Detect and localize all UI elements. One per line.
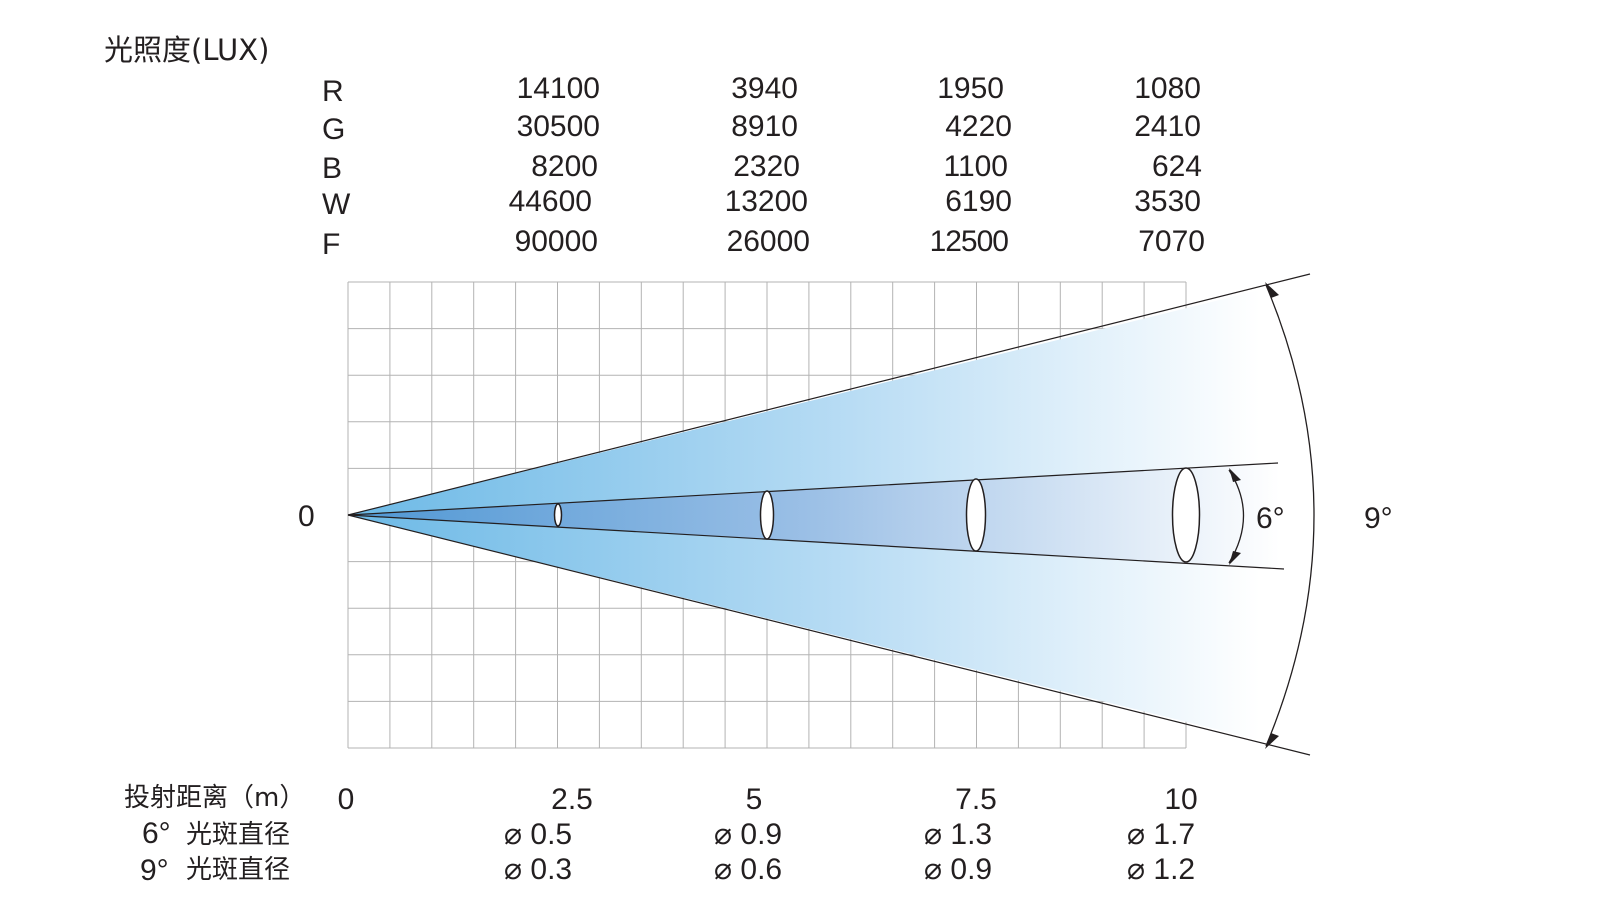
narrow-beam-lower-edge: [347, 514, 1285, 570]
lux-value: 3940: [731, 72, 798, 105]
distance-value: 10: [1164, 783, 1197, 816]
spot-row-6deg: 6° 光斑直径 ⌀ 0.5 ⌀ 0.9 ⌀ 1.3 ⌀ 1.7: [142, 817, 1195, 851]
wide-angle-label: 9°: [1364, 502, 1393, 535]
lux-value: 4220: [945, 110, 1012, 143]
spot-ellipse-2-5m: [553, 503, 563, 527]
origin-label: 0: [298, 500, 315, 533]
lux-value: 624: [1152, 150, 1202, 183]
narrow-beam-cone: [348, 463, 1284, 569]
lux-value: 1100: [943, 150, 1008, 183]
wide-beam-upper-edge: [347, 273, 1311, 516]
arrowhead: [1229, 551, 1241, 565]
distance-value: 2.5: [551, 783, 593, 816]
spot-row-label: 光斑直径: [186, 820, 290, 850]
lux-row-r: R 14100 3940 1950 1080: [322, 72, 1201, 108]
lux-value: 30500: [517, 110, 600, 143]
lux-value: 12500: [930, 225, 1009, 258]
lux-value: 26000: [727, 225, 810, 258]
arrowhead: [1265, 733, 1279, 749]
spot-diameter: ⌀ 1.7: [1127, 818, 1195, 851]
lux-row-label: F: [322, 228, 340, 261]
lux-value: 8910: [731, 110, 798, 143]
distance-row: 投射距离（m） 0 2.5 5 7.5 10: [124, 783, 1198, 816]
lux-row-w: W 44600 13200 6190 3530: [322, 185, 1201, 221]
distance-value: 5: [746, 783, 763, 816]
narrow-angle-arc: [1228, 468, 1245, 565]
lux-row-g: G 30500 8910 4220 2410: [322, 110, 1201, 146]
lux-value: 14100: [517, 72, 600, 105]
lux-row-b: B 8200 2320 1100 624: [322, 150, 1202, 185]
lux-row-label: R: [322, 75, 344, 108]
distance-value: 0: [338, 783, 355, 816]
lux-value: 6190: [945, 185, 1012, 218]
spot-diameter: ⌀ 0.9: [714, 818, 782, 851]
spot-ellipses: [553, 467, 1201, 563]
lux-value: 2320: [733, 150, 800, 183]
lux-row-label: B: [322, 152, 342, 185]
wide-beam-lower-edge: [347, 514, 1311, 756]
spot-ellipse-7-5m: [965, 478, 987, 552]
lux-value: 13200: [725, 185, 808, 218]
distance-value: 7.5: [955, 783, 997, 816]
lux-value: 3530: [1134, 185, 1201, 218]
spot-row-label: 光斑直径: [186, 855, 290, 885]
wide-angle-arc: [1265, 282, 1315, 749]
lux-table: R 14100 3940 1950 1080 G 30500 8910 4220…: [322, 72, 1205, 261]
lux-value: 1950: [937, 72, 1004, 105]
lux-row-label: W: [322, 188, 351, 221]
spot-diameter: ⌀ 0.9: [924, 853, 992, 886]
spot-diameter: ⌀ 1.3: [924, 818, 992, 851]
narrow-beam-upper-edge: [347, 462, 1279, 516]
spot-row-angle: 9°: [140, 854, 169, 887]
lux-value: 7070: [1138, 225, 1205, 258]
arrowhead: [1265, 282, 1279, 298]
spot-ellipse-5m: [759, 490, 775, 540]
narrow-angle-label: 6°: [1256, 502, 1285, 535]
spot-diameter: ⌀ 0.5: [504, 818, 572, 851]
spot-row-angle: 6°: [142, 817, 171, 850]
spot-diameter: ⌀ 0.6: [714, 853, 782, 886]
spot-diameter: ⌀ 1.2: [1127, 853, 1195, 886]
spot-row-9deg: 9° 光斑直径 ⌀ 0.3 ⌀ 0.6 ⌀ 0.9 ⌀ 1.2: [140, 853, 1195, 887]
lux-value: 44600: [509, 185, 592, 218]
lux-value: 8200: [531, 150, 598, 183]
distance-row-label: 投射距离（m）: [124, 783, 305, 813]
lux-value: 2410: [1134, 110, 1201, 143]
spot-ellipse-10m: [1171, 467, 1201, 563]
spot-diameter: ⌀ 0.3: [504, 853, 572, 886]
lux-row-label: G: [322, 113, 345, 146]
lux-row-f: F 90000 26000 12500 7070: [322, 225, 1205, 261]
arrowhead: [1229, 468, 1241, 482]
chart-title: 光照度(LUX): [104, 33, 269, 67]
lux-value: 90000: [515, 225, 598, 258]
lux-value: 1080: [1134, 72, 1201, 105]
